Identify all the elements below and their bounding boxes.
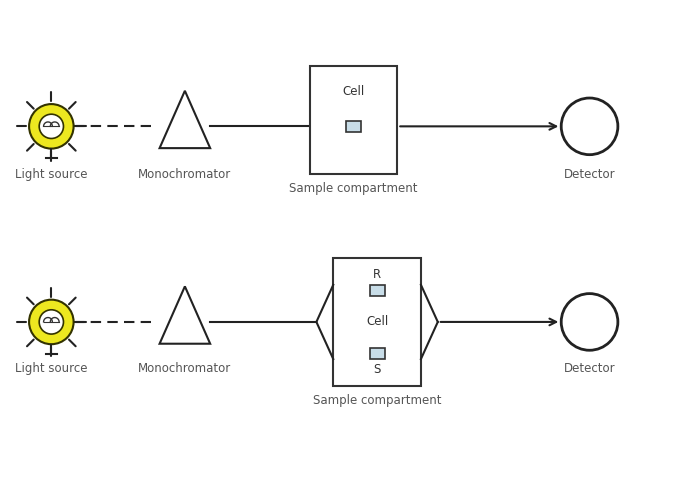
Circle shape [39, 310, 63, 334]
Text: Monochromator: Monochromator [138, 168, 231, 181]
Text: Detector: Detector [564, 362, 615, 375]
Text: Cell: Cell [342, 85, 364, 98]
Text: Light source: Light source [15, 168, 88, 181]
Text: Cell: Cell [366, 315, 388, 328]
Bar [370, 348, 384, 359]
Text: Sample compartment: Sample compartment [289, 182, 418, 195]
Circle shape [561, 98, 618, 155]
Bar [346, 121, 361, 132]
Bar [309, 66, 397, 174]
Circle shape [29, 300, 73, 344]
Text: Sample compartment: Sample compartment [313, 394, 441, 407]
Text: Light source: Light source [15, 362, 88, 375]
Text: S: S [373, 362, 381, 375]
Bar [333, 258, 421, 386]
Circle shape [39, 114, 63, 138]
Circle shape [561, 294, 618, 350]
Text: R: R [373, 268, 381, 281]
Bar [370, 285, 384, 295]
Text: Monochromator: Monochromator [138, 362, 231, 375]
Text: Detector: Detector [564, 168, 615, 181]
Circle shape [29, 104, 73, 148]
